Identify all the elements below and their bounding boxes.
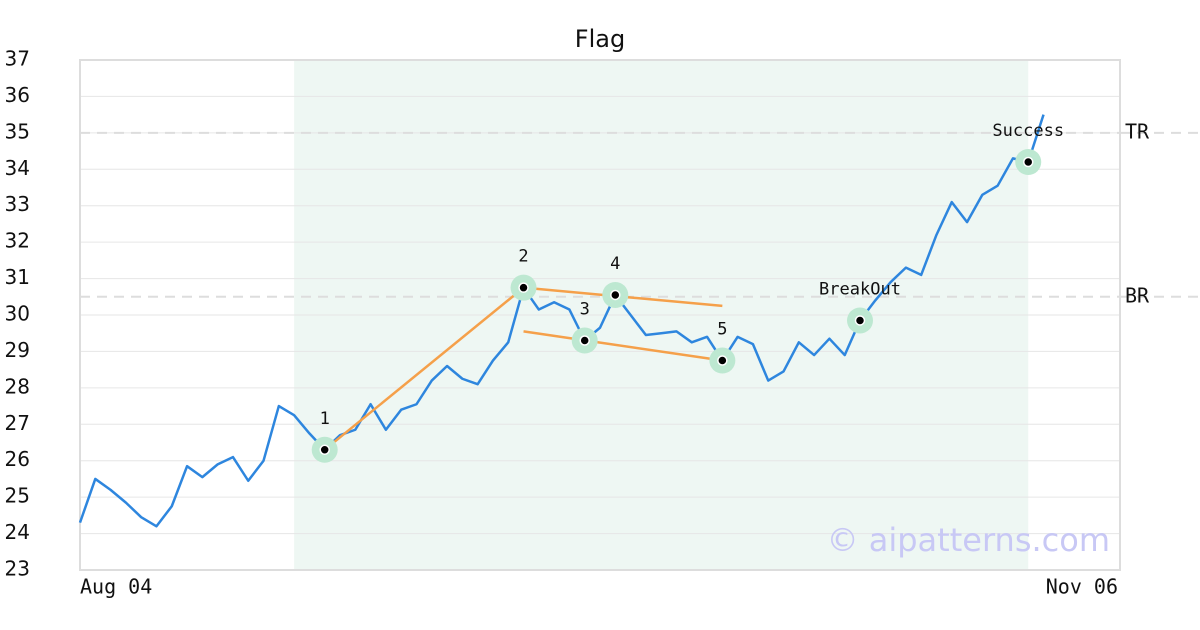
point-label: 2 — [518, 247, 528, 267]
point-dot — [854, 315, 866, 326]
price-line — [78, 114, 1045, 528]
y-tick-label: 27 — [5, 411, 30, 435]
point-dot — [518, 282, 529, 293]
point-dot — [1022, 156, 1034, 168]
trendline — [523, 330, 723, 362]
trendline — [323, 286, 525, 451]
point-dot — [717, 355, 728, 366]
y-tick-label: 30 — [5, 302, 30, 326]
point-dot — [579, 335, 590, 346]
watermark: © aipatterns.com — [827, 521, 1110, 559]
y-tick-label: 35 — [5, 119, 30, 143]
plot-frame — [79, 59, 1121, 571]
point-label: Success — [992, 121, 1064, 141]
point-label: 4 — [610, 254, 620, 274]
y-tick-label: 31 — [5, 265, 30, 289]
point-label: 5 — [717, 320, 727, 340]
level-label: TR — [1125, 119, 1150, 143]
y-tick-label: 36 — [5, 83, 30, 107]
x-tick-label: Aug 04 — [80, 575, 152, 599]
y-tick-label: 24 — [5, 520, 30, 544]
y-tick-label: 28 — [5, 374, 30, 398]
y-tick-label: 23 — [5, 557, 30, 581]
point-label: 1 — [320, 409, 330, 429]
point-label: 3 — [580, 300, 590, 320]
point-label: BreakOut — [819, 279, 901, 299]
y-tick-label: 37 — [5, 47, 30, 71]
y-tick-label: 26 — [5, 447, 30, 471]
y-tick-label: 25 — [5, 484, 30, 508]
y-tick-label: 29 — [5, 338, 30, 362]
y-tick-label: 34 — [5, 156, 30, 180]
point-dot — [319, 444, 330, 456]
x-tick-label: Nov 06 — [1046, 575, 1118, 599]
level-label: BR — [1125, 283, 1150, 307]
y-tick-label: 32 — [5, 229, 30, 253]
point-dot — [610, 289, 621, 301]
chart-title: Flag — [575, 25, 625, 53]
y-tick-label: 33 — [5, 192, 30, 216]
